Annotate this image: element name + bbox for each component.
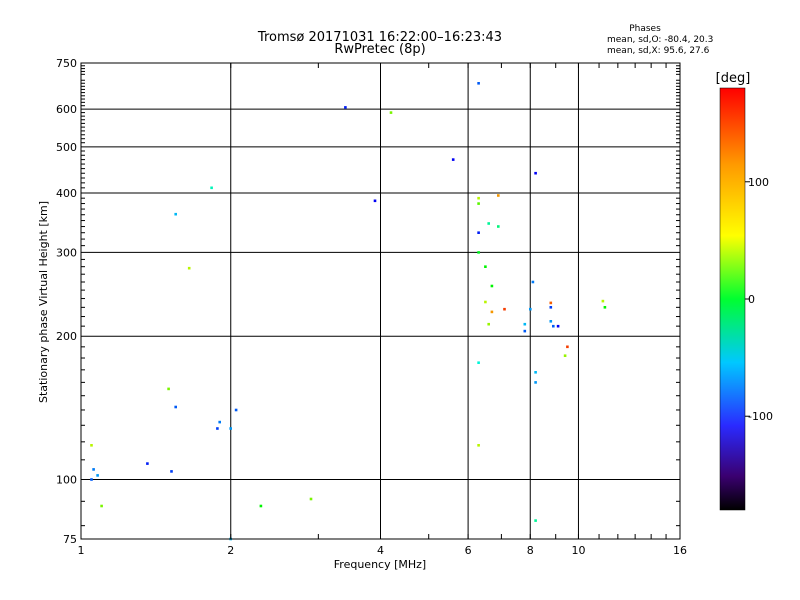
chart-subtitle: RwPretec (8p) bbox=[334, 42, 425, 57]
data-point bbox=[523, 329, 527, 333]
data-point bbox=[373, 199, 377, 203]
data-point bbox=[490, 284, 494, 288]
data-point bbox=[549, 306, 553, 309]
y-tick-label: 200 bbox=[56, 330, 77, 343]
data-point bbox=[187, 266, 191, 270]
data-point bbox=[146, 462, 149, 465]
data-point bbox=[566, 345, 569, 349]
data-point bbox=[174, 405, 177, 409]
data-point bbox=[534, 381, 537, 384]
y-tick-label: 500 bbox=[56, 141, 77, 154]
data-point bbox=[549, 320, 553, 323]
data-point bbox=[477, 361, 480, 364]
data-point bbox=[234, 408, 238, 412]
stats-heading: Phases bbox=[629, 24, 661, 34]
y-tick-label: 300 bbox=[56, 246, 77, 259]
data-point bbox=[534, 171, 537, 175]
grid-lines bbox=[81, 63, 680, 539]
data-point bbox=[549, 301, 553, 305]
data-point bbox=[477, 202, 480, 205]
data-point bbox=[487, 222, 490, 225]
stats-line-o: mean, sd,O: -80.4, 20.3 bbox=[607, 35, 713, 45]
x-tick-label: 16 bbox=[673, 544, 687, 557]
data-point bbox=[534, 371, 537, 374]
data-point bbox=[552, 324, 555, 328]
x-tick-label: 8 bbox=[527, 544, 534, 557]
data-point bbox=[484, 300, 487, 304]
x-tick-label: 4 bbox=[377, 544, 384, 557]
colorbar-ticks: 100 0 -100 bbox=[745, 176, 773, 423]
data-point bbox=[477, 251, 480, 254]
data-point bbox=[556, 324, 560, 328]
x-tick-label: 6 bbox=[465, 544, 472, 557]
data-point bbox=[477, 82, 480, 85]
y-tick-label: 100 bbox=[56, 474, 77, 487]
data-point bbox=[477, 196, 480, 200]
y-axis-ticks: 75 100 200 300 400 500 600 750 bbox=[56, 57, 680, 546]
data-point bbox=[309, 497, 313, 501]
data-point bbox=[503, 307, 506, 311]
x-axis-ticks: 1 2 4 6 8 10 16 bbox=[78, 63, 687, 557]
data-point bbox=[389, 111, 393, 114]
data-point bbox=[451, 158, 455, 161]
x-tick-label: 1 bbox=[78, 544, 85, 557]
stats-line-x: mean, sd,X: 95.6, 27.6 bbox=[607, 46, 710, 56]
data-point bbox=[90, 478, 93, 481]
data-point bbox=[490, 310, 494, 314]
data-point bbox=[477, 231, 480, 234]
data-point bbox=[92, 468, 95, 471]
data-point bbox=[487, 322, 490, 326]
x-tick-label: 2 bbox=[227, 544, 234, 557]
data-point bbox=[100, 504, 103, 508]
data-point bbox=[218, 420, 221, 424]
data-point bbox=[90, 444, 93, 447]
data-point bbox=[523, 322, 527, 326]
chart-title: Tromsø 20171031 16:22:00–16:23:43 bbox=[257, 30, 502, 45]
x-tick-label: 10 bbox=[571, 544, 585, 557]
data-point bbox=[497, 194, 500, 197]
colorbar-label: [deg] bbox=[716, 71, 751, 86]
data-point bbox=[563, 354, 567, 357]
data-point bbox=[216, 427, 219, 430]
data-point bbox=[529, 307, 532, 311]
colorbar-tick-label: 0 bbox=[748, 293, 755, 306]
data-point bbox=[484, 265, 487, 268]
data-point bbox=[174, 212, 177, 216]
data-point bbox=[170, 470, 173, 473]
colorbar bbox=[719, 87, 746, 511]
y-tick-label: 400 bbox=[56, 187, 77, 200]
y-tick-label: 750 bbox=[56, 57, 77, 70]
data-point bbox=[96, 474, 99, 477]
data-point bbox=[259, 504, 263, 508]
y-axis-label: Stationary phase Virtual Height [km] bbox=[37, 201, 50, 403]
x-axis-label: Frequency [MHz] bbox=[334, 558, 426, 571]
colorbar-tick-label: 100 bbox=[748, 176, 769, 189]
data-point bbox=[534, 519, 537, 522]
data-point bbox=[229, 427, 232, 430]
data-point bbox=[344, 106, 347, 109]
data-point bbox=[210, 186, 213, 190]
data-point bbox=[531, 280, 535, 284]
data-point bbox=[477, 444, 480, 447]
data-point bbox=[601, 299, 605, 303]
data-point bbox=[603, 306, 607, 309]
data-point bbox=[497, 225, 500, 228]
y-tick-label: 75 bbox=[63, 533, 77, 546]
y-tick-label: 600 bbox=[56, 103, 77, 116]
colorbar-tick-label: -100 bbox=[748, 410, 773, 423]
data-points bbox=[90, 82, 607, 541]
data-point bbox=[167, 387, 170, 391]
